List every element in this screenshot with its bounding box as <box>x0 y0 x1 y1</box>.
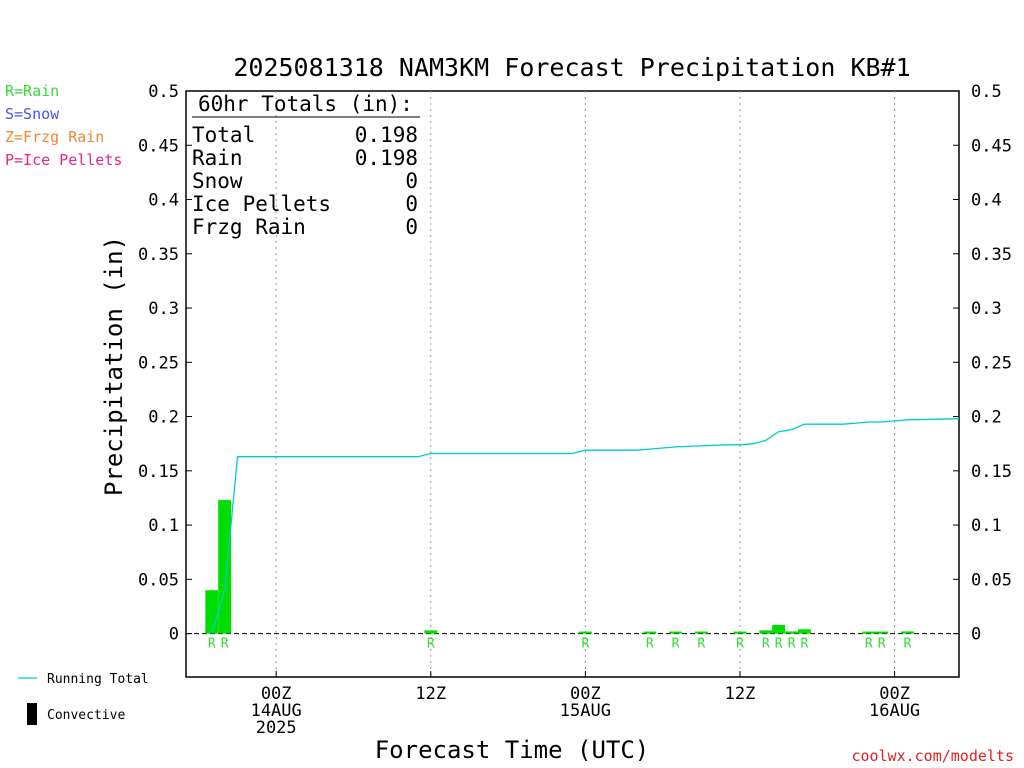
ptype-letter: R <box>736 637 744 652</box>
credit-text: coolwx.com/modelts <box>851 747 1014 765</box>
totals-row-value: 0 <box>405 215 418 239</box>
y-tick-label-left: 0 <box>169 625 179 645</box>
ptype-letter: R <box>775 637 783 652</box>
x-tick-label: 12Z <box>725 684 756 704</box>
precip-bar <box>785 631 798 634</box>
ptype-letter: R <box>221 637 229 652</box>
ptype-legend-item: P=Ice Pellets <box>5 151 122 169</box>
ptype-letter: R <box>208 637 216 652</box>
y-tick-label-left: 0.05 <box>138 570 179 590</box>
ptype-letter: R <box>581 637 589 652</box>
y-axis-label: Precipitation (in) <box>100 236 128 496</box>
y-tick-label-right: 0.45 <box>971 136 1012 156</box>
y-tick-label-left: 0.4 <box>148 191 179 211</box>
totals-row-label: Ice Pellets <box>192 192 331 216</box>
y-tick-label-right: 0.35 <box>971 245 1012 265</box>
precip-bar <box>733 631 747 634</box>
grid-lines <box>275 91 896 677</box>
y-tick-label-left: 0.25 <box>138 353 179 373</box>
ptype-legend-item: R=Rain <box>5 82 59 100</box>
chart-title: 2025081318 NAM3KM Forecast Precipitation… <box>233 53 910 82</box>
y-tick-label-right: 0.25 <box>971 353 1012 373</box>
precip-bar <box>669 631 683 634</box>
totals-box: 60hr Totals (in): Total 0.198 Rain 0.198 Sno… <box>192 92 420 239</box>
x-tick-label: 14AUG <box>251 701 302 721</box>
precip-bar <box>901 631 914 634</box>
totals-row-label: Frzg Rain <box>192 215 306 239</box>
totals-row-value: 0 <box>405 169 418 193</box>
x-tick-label: 00Z <box>261 684 292 704</box>
y-tick-label-right: 0 <box>971 625 981 645</box>
series-legend: Running Total Convective <box>18 672 149 725</box>
ptype-letter: R <box>672 637 680 652</box>
y-tick-label-left: 0.45 <box>138 136 179 156</box>
y-tick-label-left: 0.3 <box>148 299 179 319</box>
x-tick-label: 00Z <box>570 684 601 704</box>
ptype-letter: R <box>427 637 435 652</box>
x-tick-label: 15AUG <box>560 701 611 721</box>
y-tick-label-right: 0.5 <box>971 82 1002 102</box>
ptype-letter: R <box>788 637 796 652</box>
precip-bar <box>772 624 786 634</box>
totals-row-label: Snow <box>192 169 243 193</box>
ptype-legend-item: S=Snow <box>5 105 60 123</box>
totals-row-value: 0.198 <box>355 123 418 147</box>
precip-bar <box>862 631 876 634</box>
x-tick-label: 16AUG <box>869 701 920 721</box>
ptype-letter: R <box>800 637 808 652</box>
totals-row-label: Rain <box>192 146 243 170</box>
ptype-letter: R <box>646 637 654 652</box>
legend-label: Running Total <box>47 672 149 687</box>
precip-bars <box>205 500 914 634</box>
legend-swatch-bar <box>27 703 37 725</box>
y-tick-label-right: 0.1 <box>971 516 1002 536</box>
running-total-line <box>211 418 960 634</box>
totals-row-value: 0 <box>405 192 418 216</box>
precip-bar <box>205 590 219 634</box>
precip-bar <box>797 629 811 634</box>
totals-rows: Total 0.198 Rain 0.198 Snow 0 Ice Pellets 0 Frzg… <box>192 123 418 239</box>
y-tick-label-right: 0.15 <box>971 462 1012 482</box>
precip-bar <box>759 630 773 634</box>
precip-bar <box>643 631 657 634</box>
precip-bar <box>694 631 708 634</box>
ptype-legend: R=Rain S=Snow Z=Frzg Rain P=Ice Pellets <box>5 82 122 169</box>
y-axis-ticks: 0 00.05 0.050.1 0.10.15 0.150.2 0.20.25 0.250.… <box>138 82 1012 645</box>
y-tick-label-left: 0.2 <box>148 408 179 428</box>
x-tick-label: 2025 <box>256 718 297 738</box>
ptype-letter: R <box>762 637 770 652</box>
ptype-letter: R <box>878 637 886 652</box>
y-tick-label-left: 0.35 <box>138 245 179 265</box>
totals-header: 60hr Totals (in): <box>198 92 413 116</box>
precip-bar <box>218 500 232 634</box>
y-tick-label-left: 0.1 <box>148 516 179 536</box>
y-tick-label-left: 0.5 <box>148 82 179 102</box>
legend-label: Convective <box>47 708 125 723</box>
totals-row-value: 0.198 <box>355 146 418 170</box>
y-tick-label-right: 0.3 <box>971 299 1002 319</box>
ptype-legend-item: Z=Frzg Rain <box>5 128 104 146</box>
precip-bar <box>875 631 889 634</box>
x-axis-label: Forecast Time (UTC) <box>375 736 650 764</box>
precip-bar <box>578 631 592 634</box>
plot-frame <box>185 90 960 678</box>
y-tick-label-right: 0.4 <box>971 191 1002 211</box>
x-tick-label: 00Z <box>879 684 910 704</box>
x-tick-label: 12Z <box>415 684 446 704</box>
y-tick-label-right: 0.05 <box>971 570 1012 590</box>
ptype-letter: R <box>865 637 873 652</box>
totals-row-label: Total <box>192 123 255 147</box>
precip-bar <box>424 630 438 634</box>
ptype-letter: R <box>904 637 912 652</box>
y-tick-label-right: 0.2 <box>971 408 1002 428</box>
ptype-letter: R <box>697 637 705 652</box>
y-tick-label-left: 0.15 <box>138 462 179 482</box>
